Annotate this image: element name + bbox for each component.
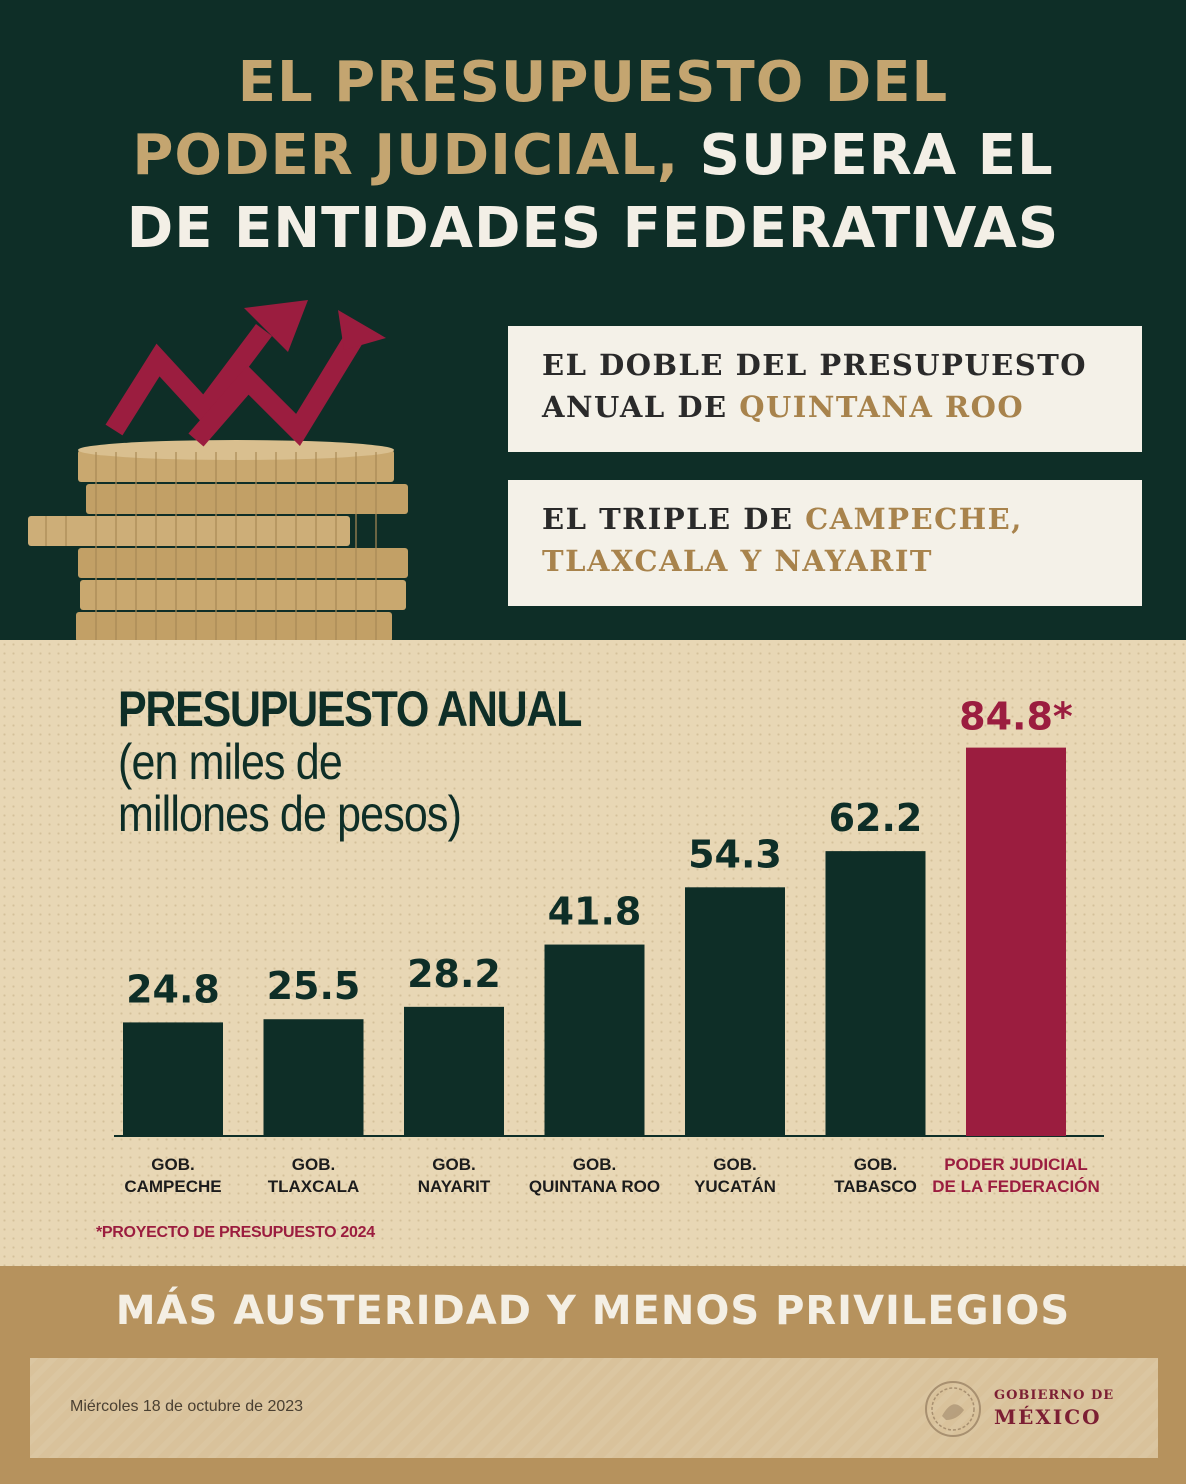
- value-label-1: 25.5: [267, 964, 361, 1008]
- arrow-head-1: [244, 300, 308, 352]
- headline-line-2: PODER JUDICIAL, SUPERA EL: [0, 119, 1186, 192]
- callout-double-highlight: QUINTANA ROO: [739, 390, 1025, 424]
- callout-triple-highlight-1: CAMPECHE,: [805, 502, 1023, 536]
- bar-3: [544, 944, 645, 1136]
- category-label-3-1: QUINTANA ROO: [529, 1177, 660, 1196]
- footnote: *PROYECTO DE PRESUPUESTO 2024: [96, 1224, 375, 1241]
- bar-0: [123, 1022, 223, 1136]
- category-label-2-0: GOB.: [432, 1155, 475, 1174]
- callout-triple-highlight-2: TLAXCALA Y NAYARIT: [542, 544, 933, 578]
- bar-5: [825, 851, 926, 1136]
- bar-chart: 24.8 GOB. CAMPECHE 25.5 GOB. TLAXCALA 28.2 GOB.…: [114, 695, 1104, 1196]
- category-label-5-1: TABASCO: [834, 1177, 917, 1196]
- gov-line-2: MÉXICO: [994, 1405, 1102, 1429]
- value-label-2: 28.2: [407, 952, 501, 996]
- headline-line-2-white: SUPERA EL: [679, 123, 1054, 188]
- category-label-0-1: CAMPECHE: [124, 1177, 221, 1196]
- headline-line-1: EL PRESUPUESTO DEL: [237, 50, 949, 115]
- category-label-1-0: GOB.: [292, 1155, 335, 1174]
- category-label-1-1: TLAXCALA: [268, 1177, 360, 1196]
- category-label-3-0: GOB.: [573, 1155, 616, 1174]
- bar-4: [685, 887, 785, 1136]
- chart-subtitle-line-1: (en miles de: [118, 734, 343, 790]
- rising-arrows-icon: [105, 324, 365, 447]
- callout-double-line-2: ANUAL DE QUINTANA ROO: [542, 386, 1142, 428]
- chart-subtitle: (en miles de millones de pesos): [118, 734, 462, 842]
- category-label-4-0: GOB.: [713, 1155, 756, 1174]
- category-label-5-0: GOB.: [854, 1155, 897, 1174]
- bar-6: [966, 747, 1066, 1136]
- callout-double: EL DOBLE DEL PRESUPUESTO ANUAL DE QUINTA…: [508, 326, 1142, 452]
- coin-stack: [28, 440, 408, 642]
- callout-double-line-1: EL DOBLE DEL PRESUPUESTO: [542, 348, 1088, 382]
- value-label-5: 62.2: [829, 796, 923, 840]
- callout-triple-line-1: EL TRIPLE DE CAMPECHE,: [542, 498, 1142, 540]
- category-label-2-1: NAYARIT: [418, 1177, 491, 1196]
- chart-title: PRESUPUESTO ANUAL: [118, 681, 582, 737]
- callout-triple: EL TRIPLE DE CAMPECHE, TLAXCALA Y NAYARI…: [508, 480, 1142, 606]
- slogan: MÁS AUSTERIDAD Y MENOS PRIVILEGIOS: [115, 1288, 1071, 1334]
- chart-subtitle-line-2: millones de pesos): [118, 786, 462, 842]
- value-label-3: 41.8: [548, 890, 642, 934]
- callout-double-text: ANUAL DE: [542, 390, 740, 424]
- date-text: Miércoles 18 de octubre de 2023: [70, 1398, 304, 1415]
- value-label-4: 54.3: [688, 832, 782, 876]
- value-label-0: 24.8: [126, 967, 220, 1011]
- gov-line-1: GOBIERNO DE: [994, 1388, 1115, 1403]
- headline-line-2-gold: PODER JUDICIAL,: [132, 123, 680, 188]
- value-label-6: 84.8*: [959, 695, 1073, 739]
- bar-1: [263, 1019, 364, 1136]
- callout-triple-text: EL TRIPLE DE: [542, 502, 806, 536]
- coin-stack-icon: [28, 300, 408, 642]
- footer-box: [30, 1358, 1158, 1458]
- headline-line-3: DE ENTIDADES FEDERATIVAS: [126, 196, 1060, 261]
- bar-2: [404, 1006, 504, 1136]
- headline: EL PRESUPUESTO DEL PODER JUDICIAL, SUPER…: [0, 46, 1186, 265]
- category-label-0-0: GOB.: [151, 1155, 194, 1174]
- category-label-4-1: YUCATÁN: [694, 1177, 776, 1196]
- category-label-6-1: DE LA FEDERACIÓN: [932, 1177, 1100, 1196]
- category-label-6-0: PODER JUDICIAL: [944, 1155, 1088, 1174]
- mexico-seal-icon: [925, 1381, 981, 1437]
- arrow-head-2: [338, 310, 386, 350]
- gov-logo-text: GOBIERNO DE MÉXICO: [994, 1388, 1114, 1429]
